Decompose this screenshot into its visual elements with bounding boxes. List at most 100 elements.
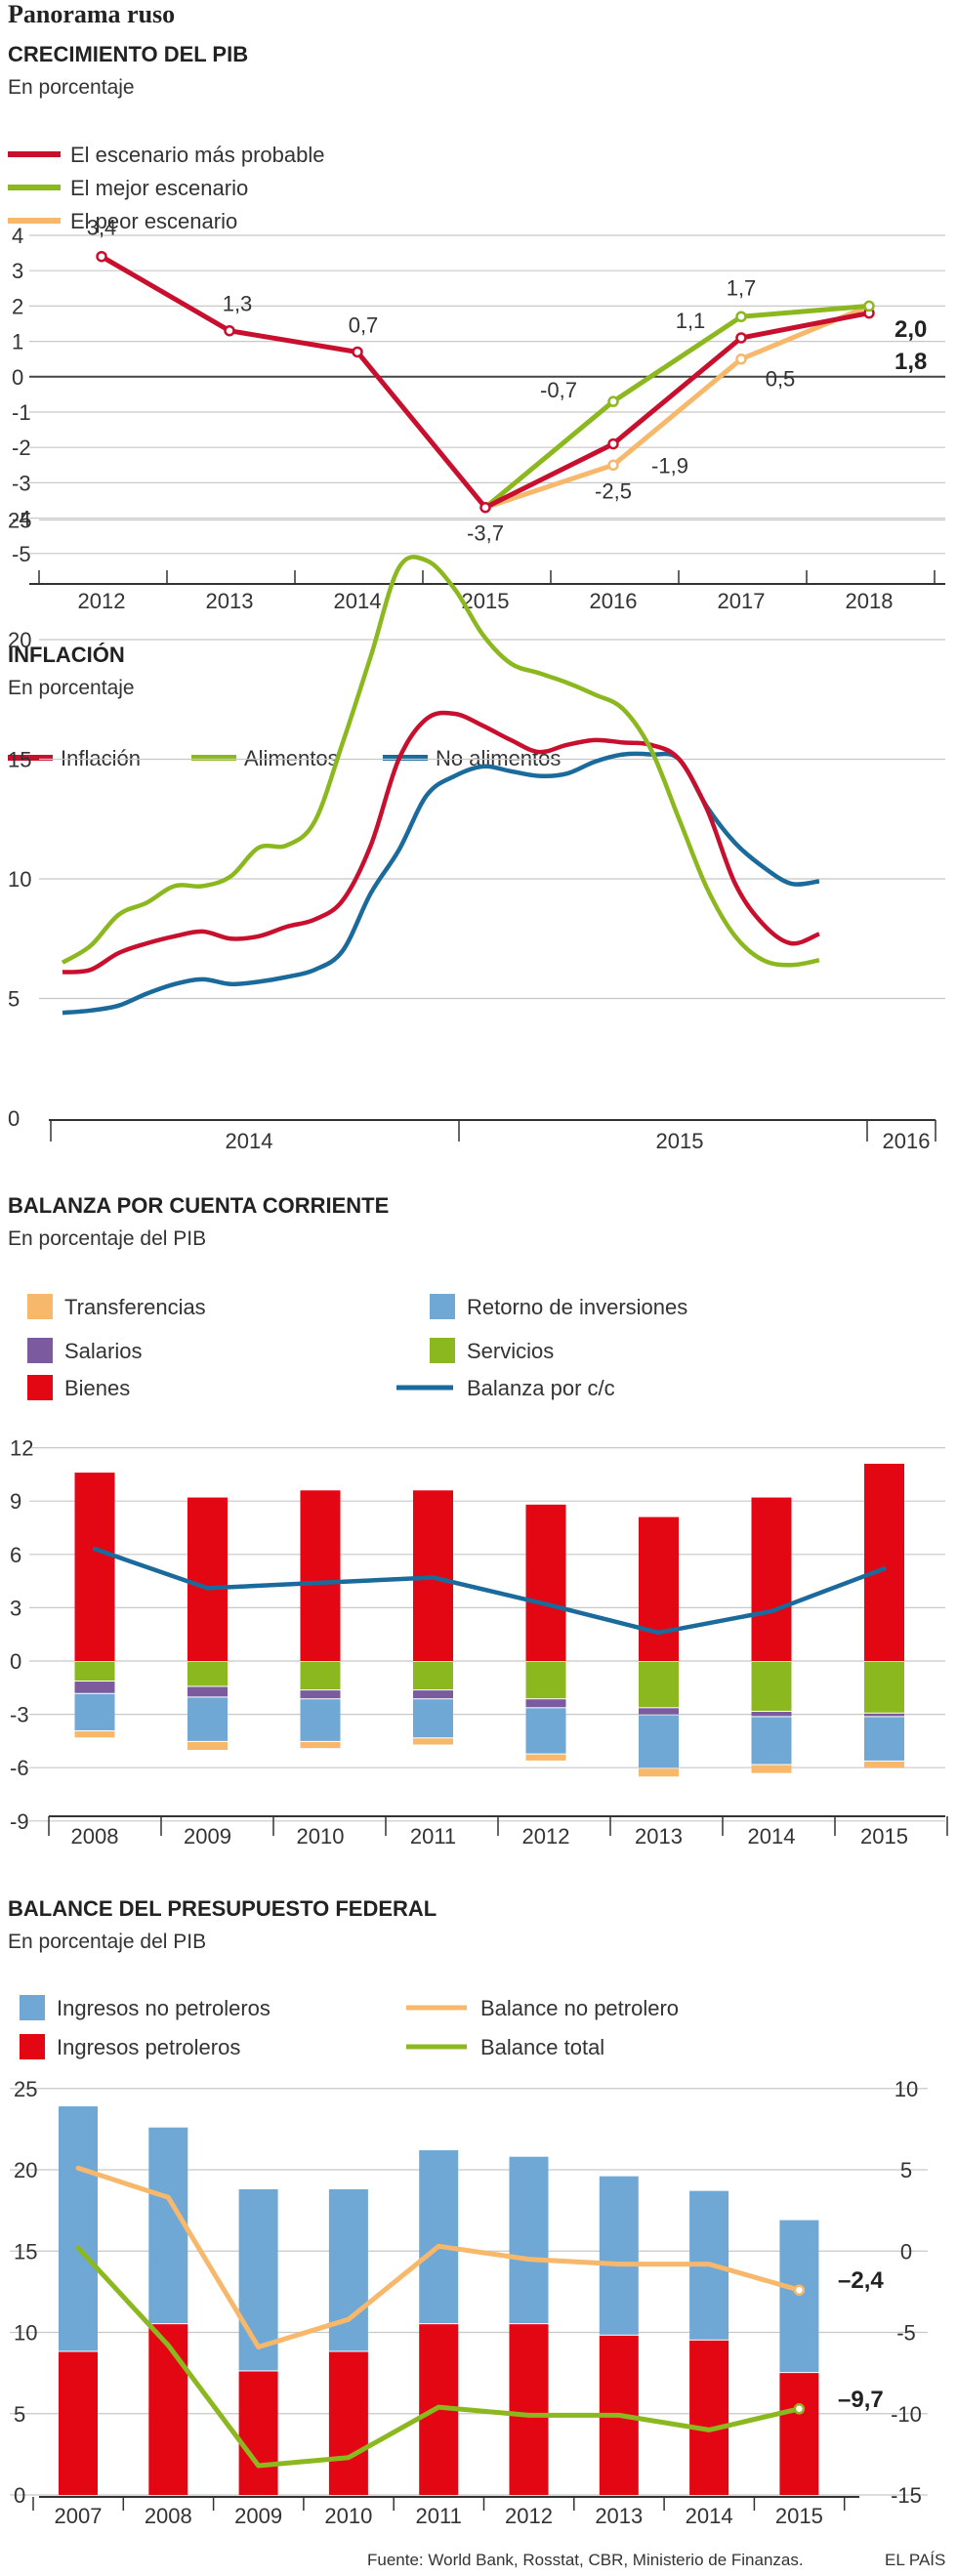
bal-bar-servicios bbox=[300, 1662, 341, 1690]
pre-legend-label: Ingresos petroleros bbox=[57, 2035, 240, 2059]
pre-legend-label: Balance total bbox=[480, 2035, 604, 2059]
bal-ytick-label: 6 bbox=[10, 1543, 21, 1567]
inf-xtick-label: 2015 bbox=[656, 1129, 704, 1153]
pre-xtick-label: 2013 bbox=[595, 2504, 643, 2528]
bal-xtick-label: 2010 bbox=[297, 1824, 345, 1849]
inf-line-1 bbox=[61, 555, 820, 968]
bal-ytick-label: -6 bbox=[10, 1756, 29, 1780]
pib-ytick-label: 2 bbox=[12, 294, 23, 318]
bal-bar-salarios bbox=[413, 1690, 453, 1699]
bal-bar-salarios bbox=[525, 1699, 566, 1708]
pib-point bbox=[863, 300, 875, 312]
bal-legend-label: Balanza por c/c bbox=[467, 1376, 615, 1400]
bal-bar-salarios bbox=[74, 1682, 115, 1693]
bal-bar-retorno-de-inversiones bbox=[864, 1717, 904, 1761]
pre-end-point bbox=[793, 2403, 806, 2415]
pre-ytick-label: 5 bbox=[14, 2402, 25, 2427]
bal-ytick-label: -9 bbox=[10, 1809, 29, 1834]
bal-bar-bienes bbox=[525, 1504, 566, 1661]
bal-bar-retorno-de-inversiones bbox=[639, 1715, 679, 1768]
pre-ytick-right-label: -5 bbox=[896, 2321, 916, 2346]
bal-bar-retorno-de-inversiones bbox=[751, 1717, 792, 1765]
bal-bar-salarios bbox=[187, 1686, 228, 1697]
pre-title: BALANCE DEL PRESUPUESTO FEDERAL bbox=[8, 1896, 437, 1921]
pre-xtick-label: 2009 bbox=[234, 2504, 282, 2528]
pib-legend-label: El mejor escenario bbox=[70, 176, 248, 200]
pre-bar-petroleros bbox=[328, 2351, 368, 2495]
bal-legend-label: Bienes bbox=[64, 1376, 130, 1400]
bal-legend-label: Servicios bbox=[467, 1339, 554, 1363]
pre-bar-no-petroleros bbox=[599, 2176, 639, 2335]
bal-subtitle: En porcentaje del PIB bbox=[8, 1227, 206, 1250]
pib-point bbox=[352, 346, 363, 358]
bal-bar-retorno-de-inversiones bbox=[525, 1708, 566, 1754]
inf-line-0 bbox=[62, 710, 820, 975]
bal-bar-transferencias bbox=[300, 1741, 341, 1749]
bal-bar-transferencias bbox=[187, 1741, 228, 1750]
bal-ytick-label: -3 bbox=[10, 1703, 29, 1727]
inf-legend-label: Alimentos bbox=[244, 746, 339, 770]
pre-ytick-right-label: 5 bbox=[900, 2158, 912, 2182]
pre-xtick-label: 2011 bbox=[416, 2504, 462, 2528]
inf-ytick-label: 20 bbox=[8, 628, 31, 652]
bal-bar-servicios bbox=[864, 1662, 904, 1713]
page-title: Panorama ruso bbox=[8, 0, 176, 28]
bal-xtick-label: 2013 bbox=[635, 1824, 683, 1849]
pre-ytick-label: 0 bbox=[14, 2483, 25, 2508]
pre-bar-petroleros bbox=[238, 2371, 278, 2495]
bal-legend-label: Salarios bbox=[64, 1339, 142, 1363]
pib-ytick-label: 3 bbox=[12, 259, 23, 283]
pib-data-label: 1,7 bbox=[727, 275, 757, 300]
pib-line-1 bbox=[482, 303, 872, 511]
pre-xtick-label: 2012 bbox=[505, 2504, 553, 2528]
bal-bar-retorno-de-inversiones bbox=[413, 1699, 453, 1738]
inf-xtick-label: 2014 bbox=[226, 1129, 273, 1153]
pib-xtick-label: 2018 bbox=[846, 589, 894, 613]
pre-bar-no-petroleros bbox=[59, 2106, 98, 2351]
bal-bar-transferencias bbox=[751, 1765, 792, 1773]
pib-xtick-label: 2014 bbox=[334, 589, 382, 613]
pib-ytick-label: -4 bbox=[12, 507, 31, 531]
pre-bar-petroleros bbox=[689, 2340, 729, 2495]
bal-legend-swatch bbox=[27, 1294, 53, 1319]
pre-legend-label: Balance no petrolero bbox=[480, 1996, 679, 2020]
pre-ytick-label: 10 bbox=[14, 2321, 37, 2346]
pib-point bbox=[735, 311, 747, 323]
bal-line-balanza bbox=[92, 1547, 887, 1636]
pre-xtick-label: 2014 bbox=[686, 2504, 733, 2528]
pib-ytick-label: -2 bbox=[12, 436, 31, 460]
inf-ytick-label: 0 bbox=[8, 1106, 20, 1131]
pib-legend-label: El peor escenario bbox=[70, 209, 237, 233]
bal-bar-servicios bbox=[525, 1662, 566, 1699]
pib-ytick-label: 1 bbox=[12, 330, 23, 354]
pre-ytick-label: 20 bbox=[14, 2158, 37, 2182]
pib-data-label: 0,5 bbox=[766, 367, 796, 392]
pib-data-label: -0,7 bbox=[540, 378, 577, 402]
bal-bar-bienes bbox=[751, 1497, 792, 1661]
pre-line-balance-no-petrolero bbox=[75, 2165, 802, 2349]
pib-data-label: -3,7 bbox=[467, 521, 504, 546]
bal-bar-servicios bbox=[413, 1662, 453, 1690]
pib-xtick-label: 2016 bbox=[590, 589, 638, 613]
pre-bar-no-petroleros bbox=[509, 2156, 549, 2324]
pre-legend-swatch bbox=[20, 1995, 45, 2020]
pre-legend-swatch bbox=[20, 2034, 45, 2059]
pre-end-label-total: –9,7 bbox=[838, 2387, 884, 2413]
bal-ytick-label: 9 bbox=[10, 1489, 21, 1514]
pib-ytick-label: -3 bbox=[12, 471, 31, 495]
pib-point bbox=[735, 353, 747, 365]
pib-data-label: 1,1 bbox=[676, 309, 706, 333]
bal-bar-transferencias bbox=[864, 1761, 904, 1768]
pib-subtitle: En porcentaje bbox=[8, 76, 135, 99]
pre-xtick-label: 2015 bbox=[775, 2504, 823, 2528]
bal-bar-servicios bbox=[751, 1662, 792, 1711]
bal-ytick-label: 0 bbox=[10, 1649, 21, 1674]
bal-bar-bienes bbox=[187, 1497, 228, 1661]
inf-legend-label: Inflación bbox=[61, 746, 141, 770]
inf-ytick-label: 10 bbox=[8, 867, 31, 892]
inf-xtick-label: 2016 bbox=[883, 1129, 931, 1153]
inf-ytick-label: 25 bbox=[8, 509, 31, 533]
bal-bar-transferencias bbox=[525, 1754, 566, 1761]
bal-bar-retorno-de-inversiones bbox=[300, 1699, 341, 1741]
